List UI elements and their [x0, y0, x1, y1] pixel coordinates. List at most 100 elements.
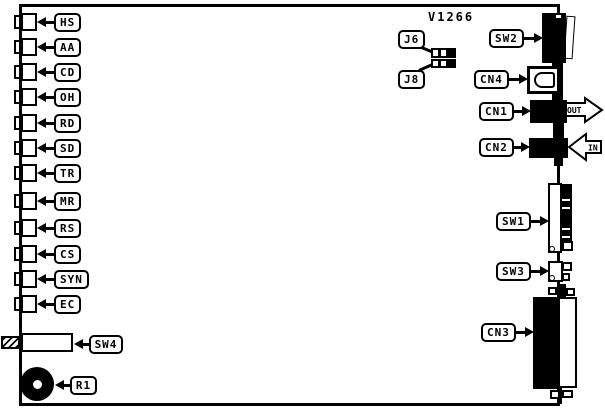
led-stub-icon [14, 40, 21, 54]
label-group-sw3: SW3 [496, 261, 549, 281]
arrow-left-icon [37, 274, 46, 284]
arrow-left-icon [37, 67, 46, 77]
led-label-hs: HS [54, 12, 82, 32]
label-group-r1: R1 [55, 375, 97, 395]
in-arrow-label: IN [588, 144, 598, 153]
led-stub-icon [14, 141, 21, 155]
led-stub-icon [14, 272, 21, 286]
label-group-cn1: CN1 [479, 101, 531, 121]
label-group-sw2: SW2 [489, 28, 543, 48]
led-row-mr: MR [14, 191, 82, 211]
jumper-block-j6 [431, 48, 456, 58]
led-row-syn: SYN [14, 269, 89, 289]
led-stub-icon [14, 166, 21, 180]
connector-label-cn4: CN4 [474, 69, 509, 89]
out-arrow-label: OUT [567, 106, 582, 115]
arrow-left-icon [37, 92, 46, 102]
led-label-aa: AA [54, 37, 82, 57]
connector-label-cn3: CN3 [481, 322, 516, 342]
label-group-sw4: SW4 [74, 334, 123, 354]
led-row-hs: HS [14, 12, 82, 32]
arrow-right-icon [534, 33, 543, 43]
led-row-rd: RD [14, 113, 82, 133]
switch-label-sw4: SW4 [89, 334, 123, 354]
label-group-cn2: CN2 [479, 137, 530, 157]
led-row-rs: RS [14, 218, 82, 238]
led-indicator-icon [21, 270, 37, 288]
connector-cn3-shell [558, 297, 577, 388]
arrow-right-icon [521, 142, 530, 152]
jumper-label-j6: J6 [398, 30, 426, 49]
led-indicator-icon [21, 88, 37, 106]
led-row-ec: EC [14, 294, 82, 314]
arrow-left-icon [37, 118, 46, 128]
connector-label-cn1: CN1 [479, 101, 514, 121]
led-row-sd: SD [14, 138, 82, 158]
label-group-cn4: CN4 [474, 69, 528, 89]
sw2-notch [556, 15, 561, 18]
arrow-left-icon [37, 168, 46, 178]
led-indicator-icon [21, 219, 37, 237]
potentiometer-label-r1: R1 [70, 375, 97, 395]
connector-cn3-body [533, 297, 560, 389]
arrow-left-icon [55, 380, 64, 390]
led-indicator-icon [21, 13, 37, 31]
connector-cn1-body [530, 100, 567, 123]
led-label-oh: OH [54, 87, 82, 107]
led-indicator-icon [21, 295, 37, 313]
potentiometer-r1-knob [20, 367, 54, 401]
led-label-cs: CS [54, 244, 82, 264]
led-stub-icon [14, 194, 21, 208]
led-indicator-icon [21, 38, 37, 56]
bracket-strip [554, 157, 563, 166]
led-label-cd: CD [54, 62, 82, 82]
led-indicator-icon [21, 63, 37, 81]
led-row-cs: CS [14, 244, 82, 264]
arrow-left-icon [37, 249, 46, 259]
led-row-cd: CD [14, 62, 82, 82]
cn3-screw-tab-top-left [548, 287, 557, 295]
led-stub-icon [14, 65, 21, 79]
connector-cn2-body [529, 138, 568, 158]
sw1-tab [562, 241, 573, 251]
cn3-screw-top [557, 284, 566, 298]
led-indicator-icon [21, 164, 37, 182]
sw3-tab-top [562, 262, 572, 271]
switch-sw2-body [542, 13, 566, 63]
arrow-right-icon [540, 216, 549, 226]
led-indicator-icon [21, 139, 37, 157]
led-stub-icon [14, 90, 21, 104]
led-indicator-icon [21, 114, 37, 132]
led-row-oh: OH [14, 87, 82, 107]
switch-sw4-body [21, 333, 73, 352]
arrow-right-icon [522, 106, 531, 116]
arrow-left-icon [37, 223, 46, 233]
led-row-tr: TR [14, 163, 82, 183]
led-label-mr: MR [54, 191, 82, 211]
switch-label-sw2: SW2 [489, 28, 524, 48]
sw3-pin1-dot [549, 275, 555, 281]
led-stub-icon [14, 297, 21, 311]
potentiometer-r1-center [33, 380, 42, 389]
led-indicator-icon [21, 192, 37, 210]
label-group-cn3: CN3 [481, 322, 534, 342]
arrow-left-icon [37, 17, 46, 27]
led-label-sd: SD [54, 138, 82, 158]
sw3-tab-bottom [562, 273, 570, 281]
cn3-screw-tab-bottom-left [550, 390, 560, 399]
connector-label-cn2: CN2 [479, 137, 514, 157]
led-stub-icon [14, 221, 21, 235]
connector-cn4-jack-opening [534, 72, 555, 88]
arrow-left-icon [37, 299, 46, 309]
cn3-screw-tab-bottom-right [562, 390, 573, 398]
jumper-label-j8: J8 [398, 70, 426, 89]
sw1-pin1-dot [549, 246, 555, 252]
led-label-rs: RS [54, 218, 82, 238]
switch-label-sw1: SW1 [496, 211, 531, 231]
in-arrow-icon: IN [567, 132, 602, 162]
cn3-screw-tab-top-right [566, 288, 575, 296]
arrow-right-icon [540, 266, 549, 276]
led-label-tr: TR [54, 163, 82, 183]
out-arrow-icon: OUT [565, 96, 604, 124]
